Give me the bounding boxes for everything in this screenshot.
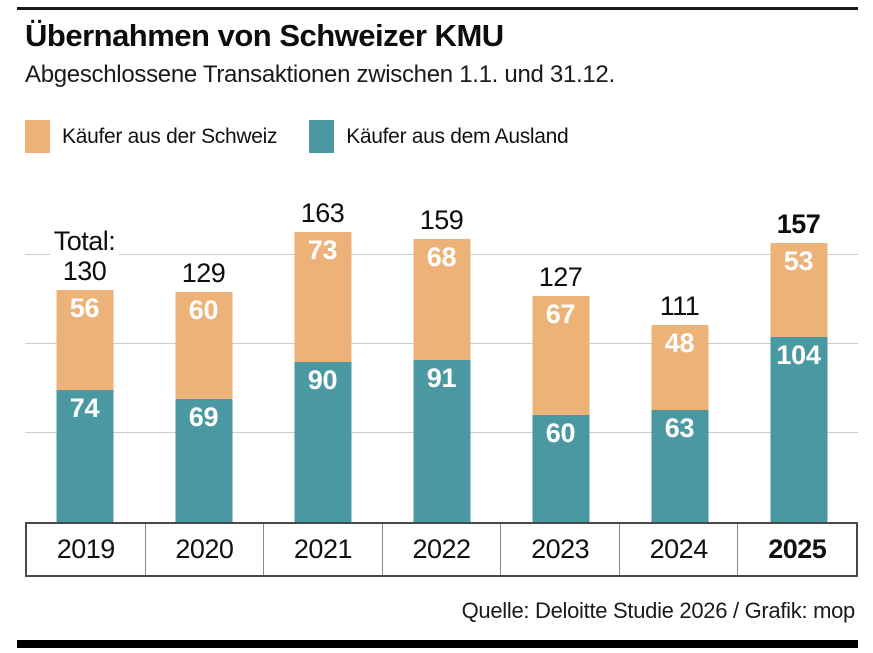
bar-column-2020: 60 69 129	[144, 170, 263, 522]
segment-value: 74	[69, 393, 100, 423]
legend-label: Käufer aus der Schweiz	[62, 124, 278, 148]
segment-swiss-2025: 53	[770, 243, 827, 337]
bar-column-2024: 48 63 111	[620, 170, 739, 522]
total-label-2023: 127	[534, 261, 587, 292]
segment-swiss-2019: 56	[56, 290, 113, 390]
bar-column-2021: 73 90 163	[263, 170, 382, 522]
segment-value: 60	[545, 418, 576, 448]
total-label-2021: 163	[296, 197, 349, 228]
segment-value: 60	[188, 295, 219, 325]
legend-item-1: Käufer aus dem Ausland	[309, 120, 569, 153]
segment-swiss-2021: 73	[294, 232, 351, 362]
legend: Käufer aus der Schweiz Käufer aus dem Aus…	[25, 120, 569, 153]
segment-foreign-2019: 74	[56, 390, 113, 522]
stacked-bar-2025: 53 104	[770, 243, 827, 522]
year-label-2022: 2022	[381, 524, 501, 575]
legend-label: Käufer aus dem Ausland	[346, 124, 569, 148]
segment-swiss-2023: 67	[532, 296, 589, 415]
year-label-2021: 2021	[263, 524, 382, 575]
stacked-bar-2024: 48 63	[651, 325, 708, 522]
stacked-bar-2019: 56 74	[56, 290, 113, 522]
stacked-bar-2022: 68 91	[413, 239, 470, 522]
segment-foreign-2023: 60	[532, 415, 589, 522]
total-value: 130	[62, 255, 107, 286]
bar-column-2025: 53 104 157	[739, 170, 858, 522]
segment-value: 56	[69, 293, 100, 323]
stacked-bar-2020: 60 69	[175, 292, 232, 522]
segment-value: 91	[426, 363, 457, 393]
stacked-bar-2021: 73 90	[294, 232, 351, 522]
segment-value: 63	[664, 413, 695, 443]
segment-foreign-2020: 69	[175, 399, 232, 522]
segment-foreign-2022: 91	[413, 360, 470, 522]
total-label-2024: 111	[655, 290, 704, 321]
bar-column-2022: 68 91 159	[382, 170, 501, 522]
bar-column-2023: 67 60 127	[501, 170, 620, 522]
segment-swiss-2024: 48	[651, 325, 708, 410]
legend-item-0: Käufer aus der Schweiz	[25, 120, 277, 153]
segment-value: 67	[545, 299, 576, 329]
segment-foreign-2021: 90	[294, 362, 351, 522]
total-label-2025: 157	[772, 208, 825, 239]
segment-value: 53	[783, 246, 814, 276]
bar-column-2019: 56 74 Total: 130	[25, 170, 144, 522]
segment-swiss-2020: 60	[175, 292, 232, 399]
stacked-bar-2023: 67 60	[532, 296, 589, 522]
year-label-2024: 2024	[618, 524, 738, 575]
x-axis-year-band: 2019 2020 2021 2022 2023 2024 2025	[25, 522, 858, 577]
segment-value: 104	[776, 340, 821, 370]
year-label-2019: 2019	[56, 534, 116, 564]
bottom-rule	[17, 640, 858, 648]
segment-value: 90	[307, 365, 338, 395]
segment-value: 68	[426, 242, 457, 272]
plot-area: 56 74 Total: 130 60 69 129 73 90 163 68 91 159 67 60 12…	[25, 170, 858, 522]
segment-value: 69	[188, 402, 219, 432]
year-label-2020: 2020	[144, 524, 264, 575]
segment-foreign-2025: 104	[770, 337, 827, 522]
page-title: Übernahmen von Schweizer KMU	[25, 18, 504, 53]
legend-swatch-icon	[25, 120, 50, 153]
segment-value: 73	[307, 235, 338, 265]
segment-swiss-2022: 68	[413, 239, 470, 360]
total-label-2022: 159	[415, 204, 468, 235]
source-credit: Quelle: Deloitte Studie 2026 / Grafik: m…	[461, 598, 856, 623]
total-label-2020: 129	[177, 257, 230, 288]
top-rule	[17, 7, 858, 10]
segment-foreign-2024: 63	[651, 410, 708, 522]
year-label-2023: 2023	[500, 524, 619, 575]
total-caption: Total:	[53, 225, 116, 256]
segment-value: 48	[664, 328, 695, 358]
total-label-2019: Total: 130	[49, 225, 120, 286]
chart-subtitle: Abgeschlossene Transaktionen zwischen 1.…	[25, 61, 615, 88]
year-label-2025: 2025	[737, 524, 856, 575]
legend-swatch-icon	[309, 120, 335, 153]
